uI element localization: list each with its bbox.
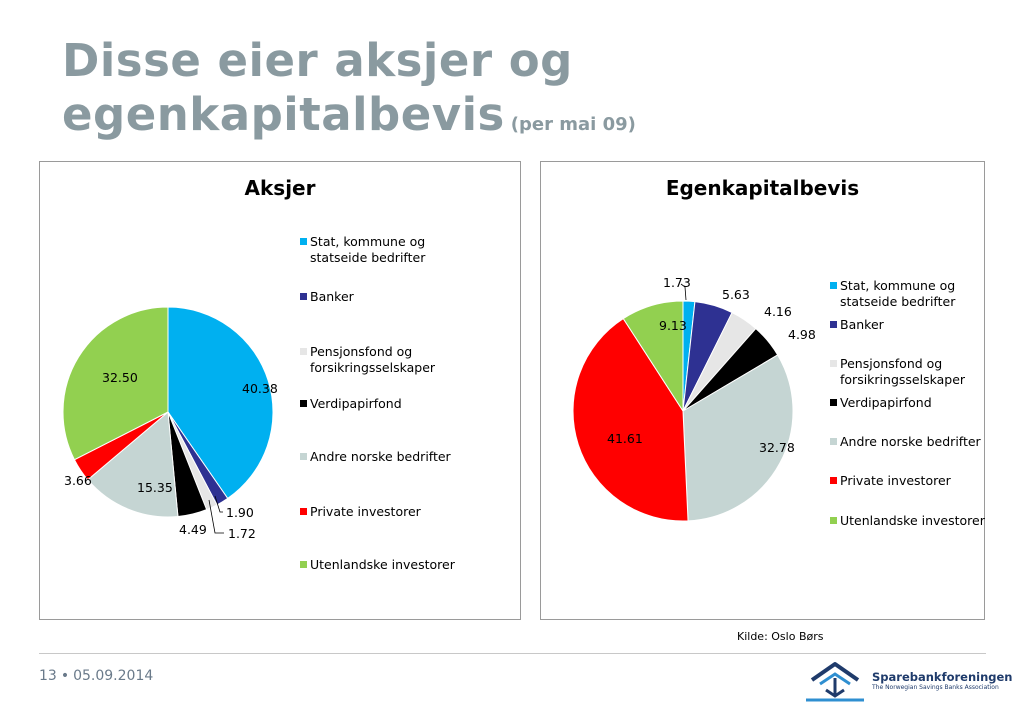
legend-swatch — [830, 399, 837, 406]
data-label-banker: 1.90 — [226, 505, 254, 520]
legend-swatch — [300, 508, 307, 515]
legend-label: Andre norske bedrifter — [310, 449, 451, 464]
legend-swatch — [300, 238, 307, 245]
legend-swatch — [300, 453, 307, 460]
legend-swatch — [300, 400, 307, 407]
data-label-utenlandske: 32.50 — [102, 370, 138, 385]
data-label-andre: 32.78 — [759, 440, 795, 455]
data-label-pensjon: 4.16 — [764, 304, 792, 319]
legend-swatch — [830, 517, 837, 524]
bullet-separator: • — [60, 668, 70, 684]
legend-label: Banker — [310, 289, 354, 304]
legend-swatch — [830, 438, 837, 445]
legend-swatch — [830, 321, 837, 328]
pie-slice-stat — [167, 306, 274, 500]
legend-label: Utenlandske investorer — [840, 513, 985, 528]
legend-label: Private investorer — [840, 473, 951, 488]
data-label-andre: 15.35 — [137, 480, 173, 495]
source-note: Kilde: Oslo Børs — [737, 630, 824, 643]
footer: 13 • 05.09.2014 — [39, 668, 153, 684]
legend-swatch — [300, 561, 307, 568]
data-label-utenlandske: 9.13 — [659, 318, 687, 333]
pie-slice-andre — [682, 354, 794, 522]
footer-date: 05.09.2014 — [73, 668, 154, 684]
legend-swatch — [300, 293, 307, 300]
data-label-verdipapir: 4.49 — [179, 522, 207, 537]
page-number: 13 — [39, 668, 57, 684]
chart-title-egenkapitalbevis: Egenkapitalbevis — [665, 176, 860, 200]
chart-panel-egenkapitalbevis: Egenkapitalbevis 1.73 5.63 4.16 4.98 32.78 41… — [540, 161, 985, 620]
legend-swatch — [830, 477, 837, 484]
pie-slice-private — [572, 317, 689, 522]
slide-title-line2-text: egenkapitalbevis — [62, 88, 505, 141]
logo-name: Sparebankforeningen — [872, 670, 1013, 684]
data-label-private: 3.66 — [64, 473, 92, 488]
data-label-banker: 5.63 — [722, 287, 750, 302]
slide-title-line1: Disse eier aksjer og — [62, 34, 573, 87]
leader-line-stat — [680, 283, 687, 301]
legend-label: Verdipapirfond — [840, 395, 932, 410]
slide-title-line2: egenkapitalbevis (per mai 09) — [62, 88, 862, 152]
chart-title-aksjer: Aksjer — [244, 176, 316, 200]
leader-line-pensjon — [208, 499, 224, 534]
legend-swatch — [300, 348, 307, 355]
legend-label: Stat, kommune og statseide bedrifter — [840, 278, 956, 309]
legend-label: Verdipapirfond — [310, 396, 402, 411]
slide-subtitle: (per mai 09) — [510, 114, 636, 135]
data-label-private: 41.61 — [607, 431, 643, 446]
footer-divider — [39, 653, 986, 654]
data-label-stat: 1.73 — [663, 275, 691, 290]
pie-chart-aksjer: 40.38 1.90 1.72 4.49 15.35 3.66 32.50 — [62, 306, 278, 541]
legend-label: Utenlandske investorer — [310, 557, 455, 572]
leader-line-banker — [214, 495, 223, 513]
legend-swatch — [830, 282, 837, 289]
data-label-pensjon: 1.72 — [228, 526, 256, 541]
logo-tagline: The Norwegian Savings Banks Association — [872, 684, 999, 691]
pie-slice-utenlandske — [62, 306, 169, 461]
legend-swatch — [830, 360, 837, 367]
legend-label: Stat, kommune og statseide bedrifter — [310, 234, 426, 265]
chart-panel-aksjer: Aksjer 40.38 1.90 1.72 4.49 15.35 3.66 32.50 S… — [39, 161, 521, 620]
pie-slice-utenlandske — [622, 300, 684, 413]
legend-label: Andre norske bedrifter — [840, 434, 981, 449]
sparebankforeningen-logo: Sparebankforeningen The Norwegian Saving… — [802, 660, 1012, 702]
pie-slice-andre — [87, 411, 179, 518]
logo-mark-icon — [806, 662, 864, 702]
legend-label: Banker — [840, 317, 884, 332]
data-label-stat: 40.38 — [242, 381, 278, 396]
data-label-verdipapir: 4.98 — [788, 327, 816, 342]
pie-chart-egenkapitalbevis: 1.73 5.63 4.16 4.98 32.78 41.61 9.13 — [572, 275, 816, 522]
slide-title: Disse eier aksjer og egenkapitalbevis (pe… — [62, 34, 862, 152]
legend-label: Private investorer — [310, 504, 421, 519]
legend-label: Pensjonsfond og forsikringsselskaper — [840, 356, 966, 387]
legend-label: Pensjonsfond og forsikringsselskaper — [310, 344, 436, 375]
